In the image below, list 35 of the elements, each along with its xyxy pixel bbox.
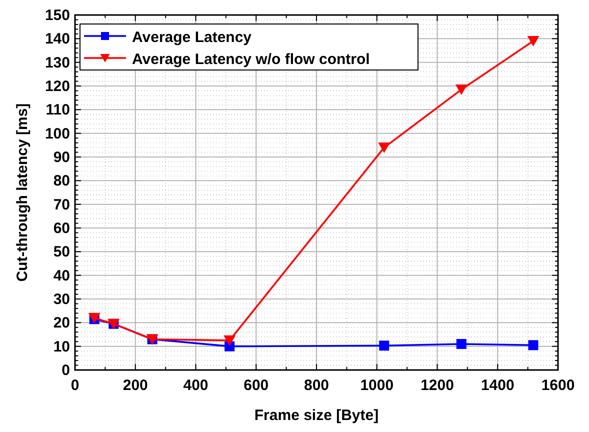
y-tick-label: 30 [53, 291, 70, 308]
y-tick-label: 50 [53, 244, 70, 261]
x-tick-label: 400 [183, 377, 208, 394]
x-tick-label: 200 [122, 377, 148, 394]
y-tick-label: 100 [44, 125, 70, 142]
x-tick-label: 1400 [480, 377, 514, 394]
x-axis-title: Frame size [Byte] [254, 407, 379, 424]
y-tick-label: 120 [44, 78, 70, 95]
point [455, 84, 468, 96]
point [224, 335, 236, 346]
point [527, 36, 540, 47]
point [378, 142, 390, 154]
y-tick-label: 0 [62, 362, 70, 379]
y-tick-label: 40 [53, 267, 70, 284]
y-tick-label: 130 [44, 54, 70, 72]
y-axis-title: Cut-through latency [ms] [14, 103, 31, 282]
legend-label: Average Latency [132, 29, 252, 46]
point [456, 338, 466, 349]
x-tick-label: 600 [244, 377, 269, 394]
x-tick-label: 1200 [420, 377, 454, 394]
x-tick-label: 1000 [360, 377, 394, 394]
x-tick-label: 800 [304, 377, 330, 394]
y-tick-label: 110 [46, 102, 70, 119]
y-tick-label: 20 [53, 314, 70, 332]
y-tick-label: 70 [53, 196, 70, 214]
y-tick-label: 10 [53, 338, 70, 356]
legend-label: Average Latency w/o flow control [132, 51, 370, 68]
point [379, 340, 390, 351]
y-tick-label: 80 [53, 172, 70, 190]
x-tick-label: 1600 [541, 377, 575, 394]
y-tick-label: 150 [44, 7, 70, 24]
point [528, 340, 538, 350]
y-tick-label: 90 [53, 149, 70, 166]
y-tick-label: 60 [53, 220, 70, 237]
y-tick-label: 140 [44, 30, 70, 48]
